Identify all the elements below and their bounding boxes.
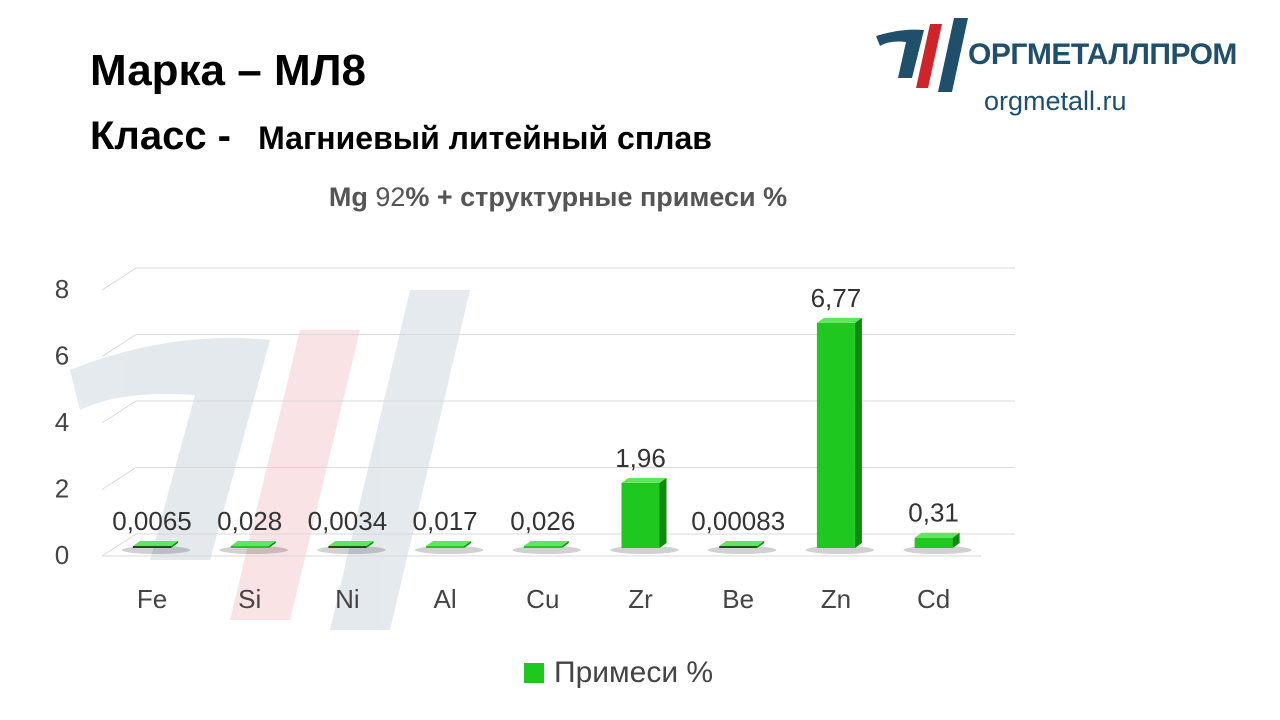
bar-front (426, 546, 465, 548)
bar-front (328, 546, 367, 548)
bar-al (414, 541, 484, 554)
chart-title-rest: % + структурные примеси % (405, 182, 788, 212)
y-tick-label: 6 (55, 341, 69, 371)
bar-front (816, 322, 855, 548)
grid-line-depth (101, 334, 137, 357)
bar-side (464, 541, 472, 548)
class-title: Класс - Магниевый литейный сплав (90, 114, 712, 159)
y-axis-ticks: 0 2 4 6 8 (55, 274, 69, 570)
bar-zn (805, 317, 875, 554)
brand-label: Марка (90, 46, 226, 95)
x-tick-zr: Zr (628, 584, 653, 614)
bar-fe (121, 541, 191, 554)
x-tick-al: Al (434, 584, 457, 614)
data-label-cd: 0,31 (908, 498, 959, 528)
bar-top (914, 532, 960, 538)
x-tick-be: Be (722, 584, 754, 614)
class-label: Класс - (90, 114, 231, 158)
grid (101, 267, 1015, 557)
bar-top (621, 477, 667, 483)
chart-title-element: Mg (328, 182, 368, 212)
bar-cu (512, 541, 581, 554)
grid-line-depth (101, 400, 137, 424)
bar-front (719, 546, 758, 548)
bar-top (816, 317, 862, 323)
logo-mark-icon (876, 18, 968, 92)
legend: Примеси % (524, 656, 713, 690)
bar-top (719, 541, 765, 546)
data-label-si: 0,028 (217, 506, 282, 536)
y-tick-label: 2 (55, 474, 69, 504)
class-value: Магниевый литейный сплав (258, 120, 712, 156)
y-tick-label: 0 (55, 540, 69, 570)
grid-line-depth (101, 533, 137, 557)
bar-side (952, 532, 960, 548)
data-label-ni: 0,0034 (308, 506, 388, 536)
data-label-fe: 0,0065 (112, 506, 192, 536)
data-label-cu: 0,026 (510, 506, 575, 536)
bar-front (133, 546, 171, 548)
x-tick-ni: Ni (335, 584, 360, 614)
legend-label: Примеси % (554, 656, 714, 689)
bar-cd (903, 532, 972, 554)
bar-top (328, 541, 374, 546)
brand-title: Марка – МЛ8 (90, 46, 366, 96)
bar-front (621, 482, 660, 548)
bar-top (230, 541, 276, 546)
bar-be (708, 541, 777, 554)
bar-top (426, 541, 472, 546)
bar-side (366, 541, 374, 548)
data-label-be: 0,00083 (691, 506, 785, 536)
chart-title-value: 92 (375, 182, 406, 212)
bar-side (561, 541, 569, 548)
data-label-zn: 6,77 (811, 283, 862, 313)
grid-line-depth (101, 467, 137, 490)
x-tick-cu: Cu (526, 584, 559, 614)
x-tick-fe: Fe (137, 584, 167, 614)
logo-name: ОРГМЕТАЛЛПРОМ (968, 38, 1237, 71)
watermark-logo (70, 290, 470, 630)
bar-si (219, 541, 288, 554)
bar-side (171, 541, 178, 548)
x-tick-zn: Zn (821, 584, 851, 614)
x-axis-ticks: Fe Si Ni Al Cu Zr Be Zn Cd (137, 584, 950, 614)
bar-side (757, 541, 765, 548)
bar-side (659, 477, 667, 548)
x-tick-cd: Cd (917, 584, 950, 614)
bar-zr (610, 477, 679, 554)
bar-top (523, 541, 569, 546)
brand-dash: – (237, 46, 262, 95)
chart-title: Mg 92% + структурные примеси % (0, 182, 1116, 213)
bar-front (914, 537, 953, 548)
legend-swatch (524, 663, 544, 683)
y-tick-label: 4 (55, 407, 69, 437)
logo-url: orgmetall.ru (984, 86, 1127, 116)
y-tick-label: 8 (55, 274, 69, 304)
data-label-al: 0,017 (413, 506, 478, 536)
bar-front (230, 546, 269, 548)
bar-top (133, 541, 178, 546)
bar-side (854, 317, 862, 548)
x-tick-si: Si (238, 584, 261, 614)
bar-side (268, 541, 276, 548)
data-label-zr: 1,96 (615, 443, 666, 473)
grid-line-depth (101, 267, 137, 291)
bars (121, 317, 972, 554)
data-labels: 0,0065 0,028 0,0034 0,017 0,026 1,96 0,00083 6,… (112, 283, 959, 536)
brand-value: МЛ8 (273, 46, 366, 95)
bar-ni (317, 541, 386, 554)
bar-front (523, 546, 562, 548)
